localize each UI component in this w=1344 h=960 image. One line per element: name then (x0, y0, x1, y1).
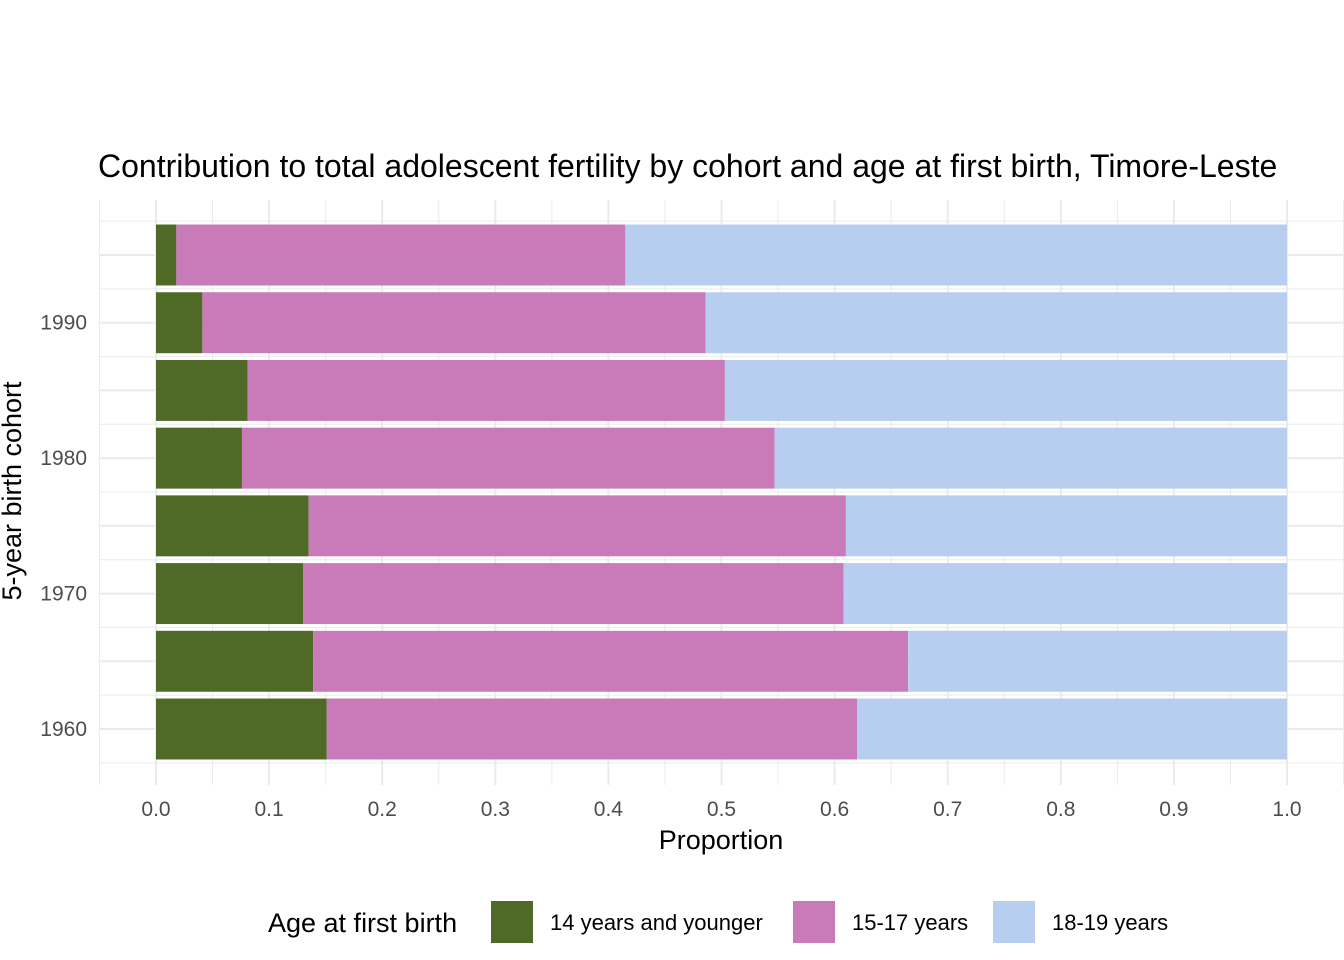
legend: Age at first birth 14 years and younger 1… (268, 901, 1168, 943)
bar-segment (241, 427, 775, 489)
legend-key (793, 901, 835, 943)
y-axis-title: 5-year birth cohort (0, 381, 27, 601)
x-axis-ticks: 0.0 0.1 0.2 0.3 0.4 0.5 0.6 0.7 0.8 0.9 1.0 (141, 798, 1301, 821)
bar-segment (625, 224, 1287, 286)
y-tick-label: 1990 (40, 312, 87, 335)
x-tick-label: 0.7 (933, 798, 962, 821)
x-tick-label: 0.3 (481, 798, 510, 821)
bar-segment (303, 563, 844, 625)
bar-segment (313, 630, 909, 692)
legend-label: 15-17 years (852, 910, 968, 935)
bar-segment (202, 292, 706, 354)
bar-segment (156, 359, 248, 421)
bar-segment (176, 224, 626, 286)
x-tick-label: 0.8 (1046, 798, 1075, 821)
x-tick-label: 0.9 (1159, 798, 1188, 821)
y-axis-ticks: 1960 1970 1980 1990 (40, 312, 87, 741)
legend-title: Age at first birth (268, 908, 457, 938)
x-axis-title: Proportion (659, 825, 784, 855)
chart-title: Contribution to total adolescent fertili… (98, 148, 1277, 184)
x-tick-label: 0.4 (594, 798, 624, 821)
x-tick-label: 0.1 (254, 798, 283, 821)
legend-key (993, 901, 1035, 943)
bar-segment (156, 630, 314, 692)
bar-segment (326, 698, 858, 760)
bars (156, 224, 1287, 760)
y-tick-label: 1970 (40, 583, 87, 606)
x-tick-label: 0.5 (707, 798, 736, 821)
bar-segment (845, 495, 1287, 557)
x-tick-label: 0.2 (368, 798, 397, 821)
x-tick-label: 1.0 (1272, 798, 1301, 821)
bar-segment (724, 359, 1287, 421)
bar-segment (156, 698, 327, 760)
y-tick-label: 1980 (40, 447, 87, 470)
x-tick-label: 0.6 (820, 798, 849, 821)
bar-segment (843, 563, 1287, 625)
x-tick-label: 0.0 (141, 798, 170, 821)
bar-segment (705, 292, 1287, 354)
bar-segment (156, 292, 203, 354)
y-tick-label: 1960 (40, 718, 87, 741)
bar-segment (156, 563, 304, 625)
legend-label: 18-19 years (1052, 910, 1168, 935)
legend-key (491, 901, 533, 943)
bar-segment (308, 495, 846, 557)
bar-segment (247, 359, 725, 421)
legend-label: 14 years and younger (550, 910, 763, 935)
bar-segment (908, 630, 1287, 692)
bar-segment (774, 427, 1287, 489)
bar-segment (156, 495, 309, 557)
bar-segment (857, 698, 1287, 760)
bar-segment (156, 427, 242, 489)
bar-segment (156, 224, 177, 286)
